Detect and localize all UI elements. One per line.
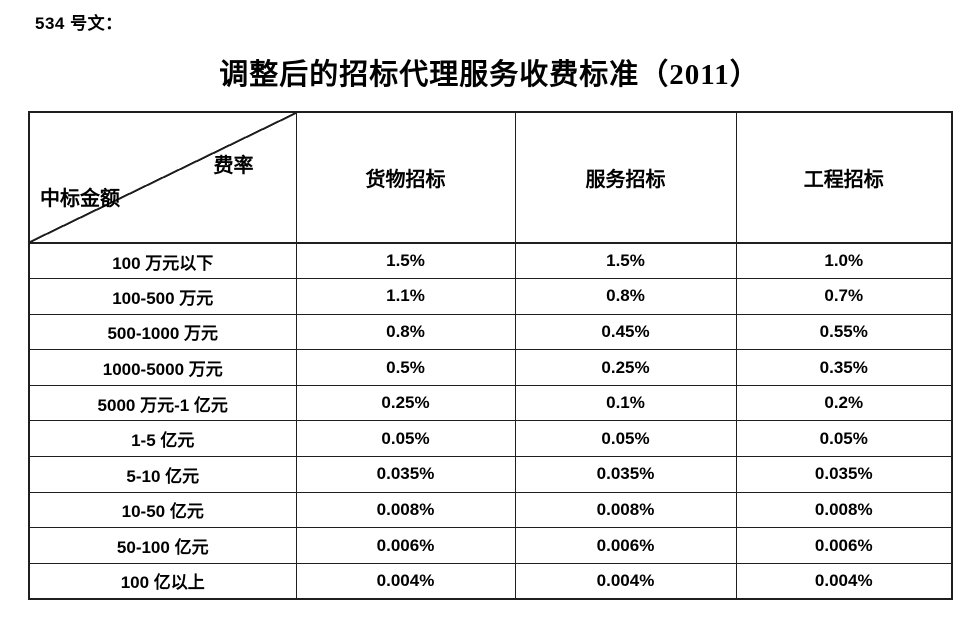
rate-cell: 0.8% (514, 278, 737, 315)
table-row: 50-100 亿元 0.006% 0.006% 0.006% (28, 527, 953, 564)
rate-cell: 0.008% (735, 491, 953, 529)
table-row: 100 亿以上 0.004% 0.004% 0.004% (28, 562, 953, 600)
rate-cell: 0.55% (735, 313, 953, 351)
rate-cell: 1.5% (514, 242, 737, 280)
row-label: 10-50 亿元 (28, 491, 297, 529)
corner-label-rate: 费率 (213, 155, 254, 177)
row-label: 100 亿以上 (28, 562, 297, 600)
row-label: 1000-5000 万元 (28, 349, 297, 386)
rate-cell: 1.1% (295, 278, 516, 315)
rate-cell: 0.004% (295, 562, 516, 600)
rate-cell: 0.45% (514, 313, 737, 351)
row-label: 500-1000 万元 (28, 313, 297, 351)
rate-cell: 0.006% (514, 527, 737, 564)
row-label: 100-500 万元 (28, 278, 297, 315)
rate-cell: 0.05% (514, 420, 737, 458)
row-label: 1-5 亿元 (28, 420, 297, 458)
column-header-services: 服务招标 (514, 111, 737, 244)
rate-cell: 0.004% (735, 562, 953, 600)
rate-cell: 0.1% (514, 384, 737, 422)
rate-cell: 0.2% (735, 384, 953, 422)
page-title: 调整后的招标代理服务收费标准（2011） (219, 59, 760, 91)
diagonal-corner-cell: 费率 中标金额 (28, 111, 297, 244)
rate-cell: 0.035% (735, 456, 953, 493)
table-row: 1000-5000 万元 0.5% 0.25% 0.35% (28, 349, 953, 386)
table-row: 5-10 亿元 0.035% 0.035% 0.035% (28, 456, 953, 493)
rate-cell: 0.8% (295, 313, 516, 351)
fee-standards-table: 费率 中标金额 货物招标 服务招标 工程招标 100 万元以下 1.5% 1.5… (28, 111, 953, 600)
rate-cell: 0.008% (295, 491, 516, 529)
rate-cell: 0.006% (295, 527, 516, 564)
rate-cell: 1.5% (295, 242, 516, 280)
rate-cell: 0.35% (735, 349, 953, 386)
rate-cell: 1.0% (735, 242, 953, 280)
rate-cell: 0.05% (295, 420, 516, 458)
table-row: 5000 万元-1 亿元 0.25% 0.1% 0.2% (28, 384, 953, 422)
row-label: 5000 万元-1 亿元 (28, 384, 297, 422)
column-header-engineering: 工程招标 (735, 111, 953, 244)
row-label: 100 万元以下 (28, 242, 297, 280)
rate-cell: 0.25% (514, 349, 737, 386)
rate-cell: 0.006% (735, 527, 953, 564)
rate-cell: 0.05% (735, 420, 953, 458)
rate-cell: 0.004% (514, 562, 737, 600)
rate-cell: 0.008% (514, 491, 737, 529)
rate-cell: 0.035% (295, 456, 516, 493)
rate-cell: 0.25% (295, 384, 516, 422)
rate-cell: 0.035% (514, 456, 737, 493)
row-label: 5-10 亿元 (28, 456, 297, 493)
rate-cell: 0.7% (735, 278, 953, 315)
table-row: 500-1000 万元 0.8% 0.45% 0.55% (28, 313, 953, 351)
document-number-label: 534 号文： (35, 14, 123, 33)
corner-label-amount: 中标金额 (40, 188, 120, 210)
table-row: 10-50 亿元 0.008% 0.008% 0.008% (28, 491, 953, 529)
table-row: 100-500 万元 1.1% 0.8% 0.7% (28, 278, 953, 315)
rate-cell: 0.5% (295, 349, 516, 386)
table-row: 1-5 亿元 0.05% 0.05% 0.05% (28, 420, 953, 458)
row-label: 50-100 亿元 (28, 527, 297, 564)
table-row: 100 万元以下 1.5% 1.5% 1.0% (28, 242, 953, 280)
column-header-goods: 货物招标 (295, 111, 516, 244)
table-header-row: 费率 中标金额 货物招标 服务招标 工程招标 (28, 111, 953, 244)
